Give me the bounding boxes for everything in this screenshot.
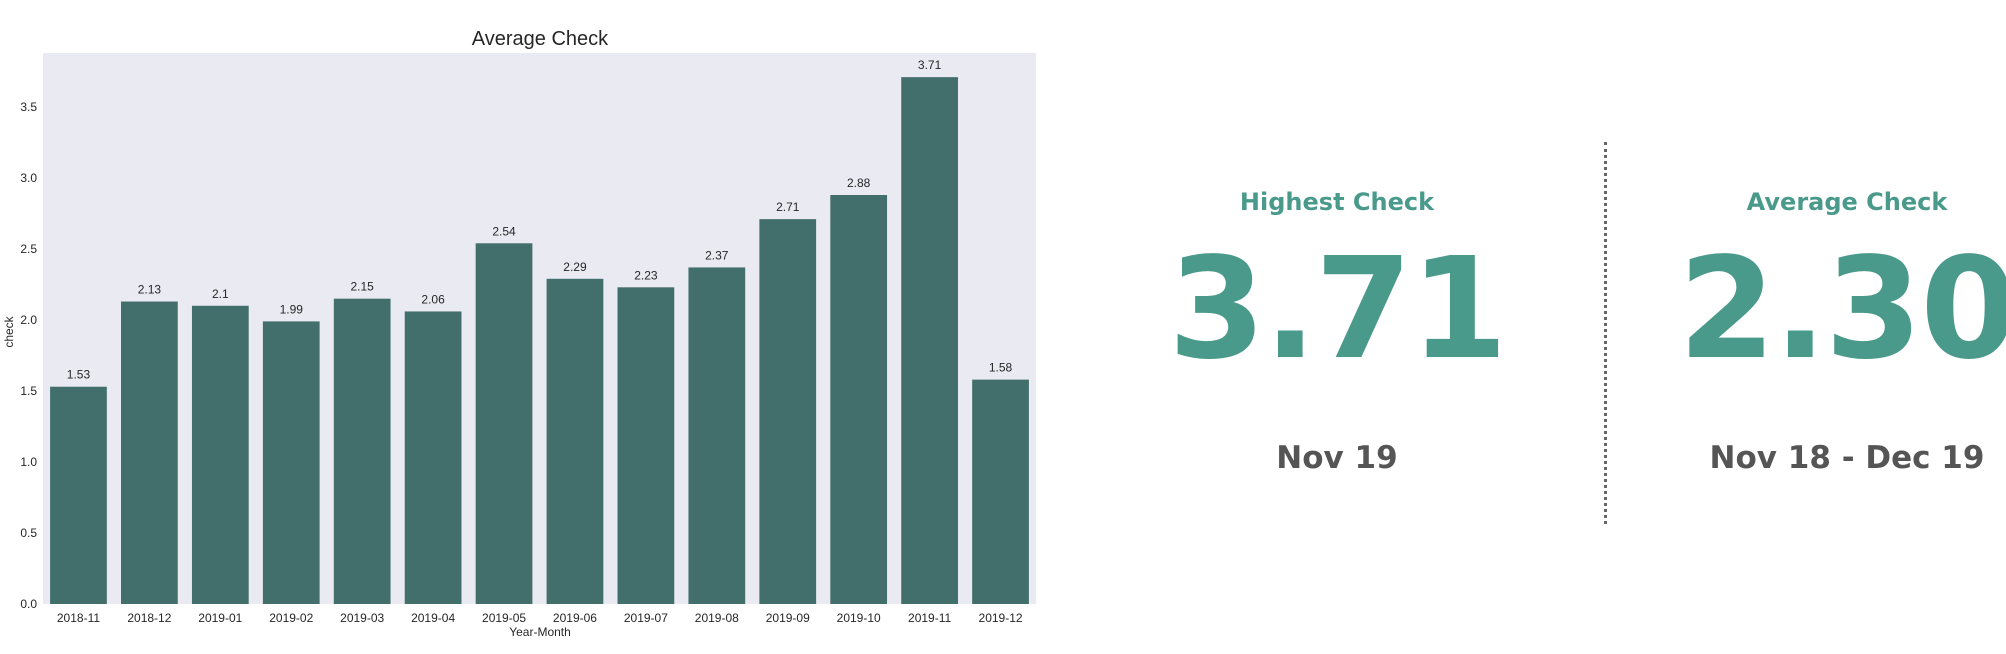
- bar-2019-02: [262, 321, 320, 604]
- y-tick-label: 3.0: [20, 171, 37, 185]
- x-tick-label: 2019-09: [766, 611, 810, 625]
- x-axis-label: Year-Month: [509, 625, 571, 639]
- y-tick-label: 1.5: [20, 384, 37, 398]
- average-check-value: 2.30: [1678, 228, 2006, 391]
- x-tick-labels: 2018-11 2018-12 2019-01 2019-02 2019-03 2019-…: [57, 611, 1023, 625]
- data-label-2018-11: 1.53: [67, 368, 91, 382]
- x-tick-label: 2018-12: [127, 611, 171, 625]
- bar-2019-01: [191, 305, 249, 604]
- highest-check-title: Highest Check: [1239, 188, 1435, 216]
- data-label-2019-03: 2.15: [351, 280, 375, 294]
- data-label-2019-04: 2.06: [421, 292, 445, 306]
- highest-check-period: Nov 19: [1276, 440, 1398, 476]
- data-label-2019-12: 1.58: [989, 361, 1013, 375]
- data-label-2019-08: 2.37: [705, 248, 729, 262]
- bar-chart-svg: Average Check 1.53 2.13 2.1 1.99 2.15 2.06 2.5…: [2, 28, 1036, 639]
- data-label-2019-11: 3.71: [918, 58, 942, 72]
- data-label-2019-07: 2.23: [634, 268, 658, 282]
- chart-title: Average Check: [472, 28, 609, 50]
- y-tick-label: 0.0: [20, 597, 37, 611]
- bar-2019-06: [546, 278, 604, 604]
- x-tick-label: 2018-11: [57, 611, 100, 625]
- x-tick-label: 2019-01: [198, 611, 242, 625]
- highest-check-value: 3.71: [1168, 228, 1507, 391]
- average-check-chart: Average Check 1.53 2.13 2.1 1.99 2.15 2.06 2.5…: [2, 28, 1036, 639]
- bar-2018-11: [50, 386, 107, 604]
- bar-2019-12: [972, 379, 1029, 604]
- y-tick-labels: 0.0 0.5 1.0 1.5 2.0 2.5 3.0 3.5: [20, 100, 37, 611]
- data-label-2019-06: 2.29: [563, 260, 587, 274]
- x-tick-label: 2019-04: [411, 611, 455, 625]
- data-label-2019-02: 1.99: [280, 302, 304, 316]
- x-tick-label: 2019-07: [624, 611, 668, 625]
- bar-2019-04: [404, 311, 462, 604]
- y-tick-label: 1.0: [20, 455, 37, 469]
- x-tick-label: 2019-11: [908, 611, 951, 625]
- data-labels-group: 1.53 2.13 2.1 1.99 2.15 2.06 2.54 2.29 2.23 2.37 2…: [67, 58, 1013, 382]
- bar-2019-09: [759, 219, 817, 604]
- average-check-period: Nov 18 - Dec 19: [1709, 440, 1985, 476]
- x-tick-label: 2019-10: [837, 611, 881, 625]
- bar-2019-10: [830, 195, 888, 604]
- x-tick-label: 2019-03: [340, 611, 384, 625]
- x-tick-label: 2019-12: [979, 611, 1023, 625]
- bars-group: [50, 77, 1029, 605]
- data-label-2019-05: 2.54: [492, 224, 516, 238]
- data-label-2018-12: 2.13: [138, 283, 162, 297]
- x-tick-label: 2019-05: [482, 611, 526, 625]
- y-tick-label: 0.5: [20, 526, 37, 540]
- y-tick-label: 2.5: [20, 242, 37, 256]
- x-tick-label: 2019-02: [269, 611, 313, 625]
- average-check-title: Average Check: [1746, 188, 1948, 216]
- bar-2018-12: [121, 301, 178, 604]
- y-axis-label: check: [2, 315, 16, 347]
- bar-2019-07: [617, 287, 675, 604]
- bar-2019-05: [475, 243, 533, 605]
- y-tick-label: 3.5: [20, 100, 37, 114]
- bar-2019-03: [333, 298, 391, 604]
- data-label-2019-10: 2.88: [847, 176, 871, 190]
- y-tick-label: 2.0: [20, 313, 37, 327]
- bar-2019-11: [901, 77, 958, 604]
- bar-2019-08: [688, 267, 746, 604]
- kpi-divider: [1604, 142, 1607, 524]
- data-label-2019-01: 2.1: [212, 287, 229, 301]
- data-label-2019-09: 2.71: [776, 200, 800, 214]
- x-tick-label: 2019-06: [553, 611, 597, 625]
- x-tick-label: 2019-08: [695, 611, 739, 625]
